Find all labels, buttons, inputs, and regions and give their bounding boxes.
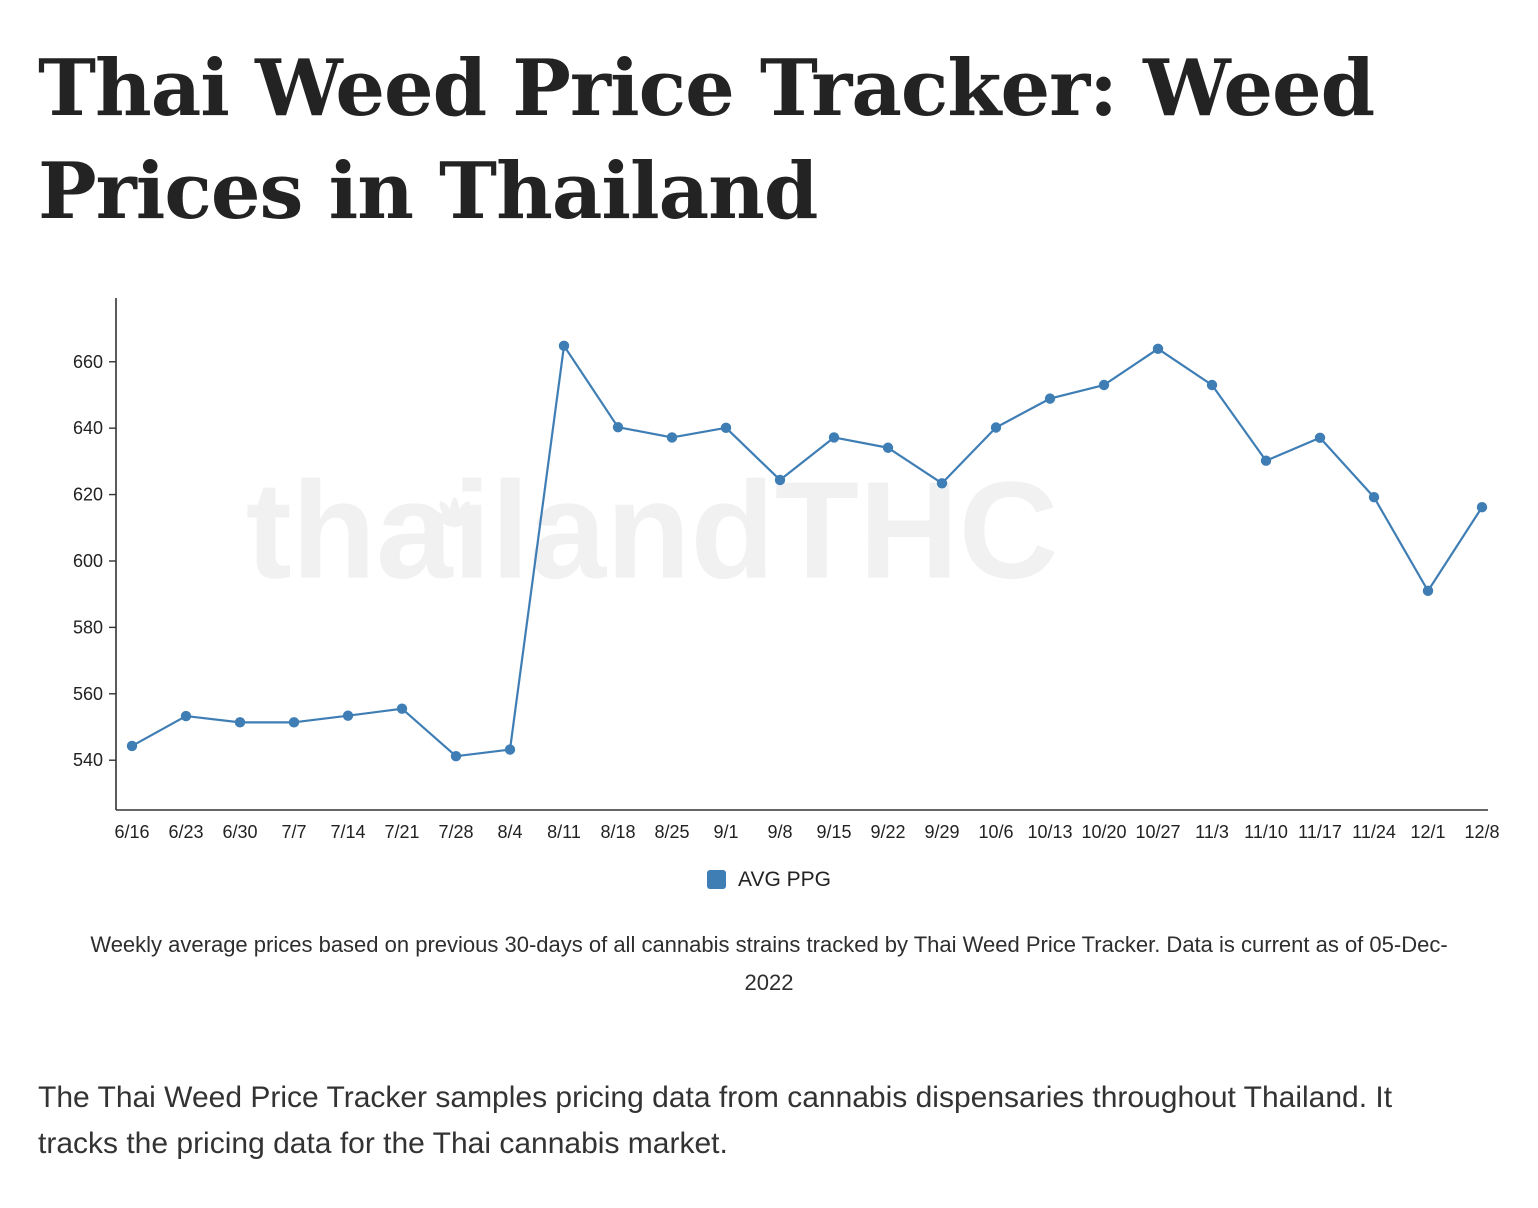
svg-text:7/7: 7/7	[281, 822, 306, 842]
svg-text:9/22: 9/22	[870, 822, 905, 842]
svg-text:9/8: 9/8	[767, 822, 792, 842]
svg-text:12/8: 12/8	[1464, 822, 1499, 842]
svg-text:9/29: 9/29	[924, 822, 959, 842]
svg-text:11/24: 11/24	[1352, 822, 1396, 842]
svg-text:7/21: 7/21	[384, 822, 419, 842]
svg-text:6/30: 6/30	[222, 822, 257, 842]
chart-container: thailandTHC 540 560 580 600 620 640 660 6/16 6/23…	[38, 292, 1500, 1003]
svg-text:11/3: 11/3	[1195, 822, 1229, 842]
svg-text:540: 540	[73, 750, 103, 770]
svg-text:6/16: 6/16	[114, 822, 149, 842]
svg-text:10/6: 10/6	[978, 822, 1013, 842]
svg-text:620: 620	[73, 484, 103, 504]
chart-caption: Weekly average prices based on previous …	[90, 931, 1448, 996]
legend-label-avg-ppg[interactable]: AVG PPG	[738, 867, 831, 891]
svg-text:10/20: 10/20	[1081, 822, 1126, 842]
svg-text:11/17: 11/17	[1298, 822, 1342, 842]
page-title: Thai Weed Price Tracker: Weed Prices in …	[38, 43, 1375, 237]
svg-text:6/23: 6/23	[168, 822, 203, 842]
price-chart: thailandTHC 540 560 580 600 620 640 660 6/16 6/23…	[73, 297, 1500, 842]
svg-text:560: 560	[73, 684, 103, 704]
svg-text:8/11: 8/11	[547, 822, 581, 842]
svg-text:600: 600	[73, 551, 103, 571]
svg-text:11/10: 11/10	[1244, 822, 1288, 842]
svg-text:640: 640	[73, 418, 103, 438]
chart-legend: AVG PPG	[38, 868, 1500, 892]
svg-text:7/28: 7/28	[438, 822, 473, 842]
svg-text:10/27: 10/27	[1135, 822, 1180, 842]
svg-text:8/18: 8/18	[600, 822, 635, 842]
svg-text:9/1: 9/1	[713, 822, 738, 842]
svg-text:thailandTHC: thailandTHC	[246, 454, 1059, 608]
svg-text:9/15: 9/15	[816, 822, 851, 842]
svg-text:660: 660	[73, 352, 103, 372]
legend-swatch-avg-ppg[interactable]	[707, 870, 726, 890]
svg-text:12/1: 12/1	[1410, 822, 1445, 842]
svg-text:580: 580	[73, 617, 103, 637]
body-paragraph: The Thai Weed Price Tracker samples pric…	[38, 1080, 1393, 1161]
svg-text:8/25: 8/25	[654, 822, 689, 842]
svg-text:7/14: 7/14	[330, 822, 365, 842]
svg-text:8/4: 8/4	[497, 822, 522, 842]
svg-text:10/13: 10/13	[1027, 822, 1072, 842]
